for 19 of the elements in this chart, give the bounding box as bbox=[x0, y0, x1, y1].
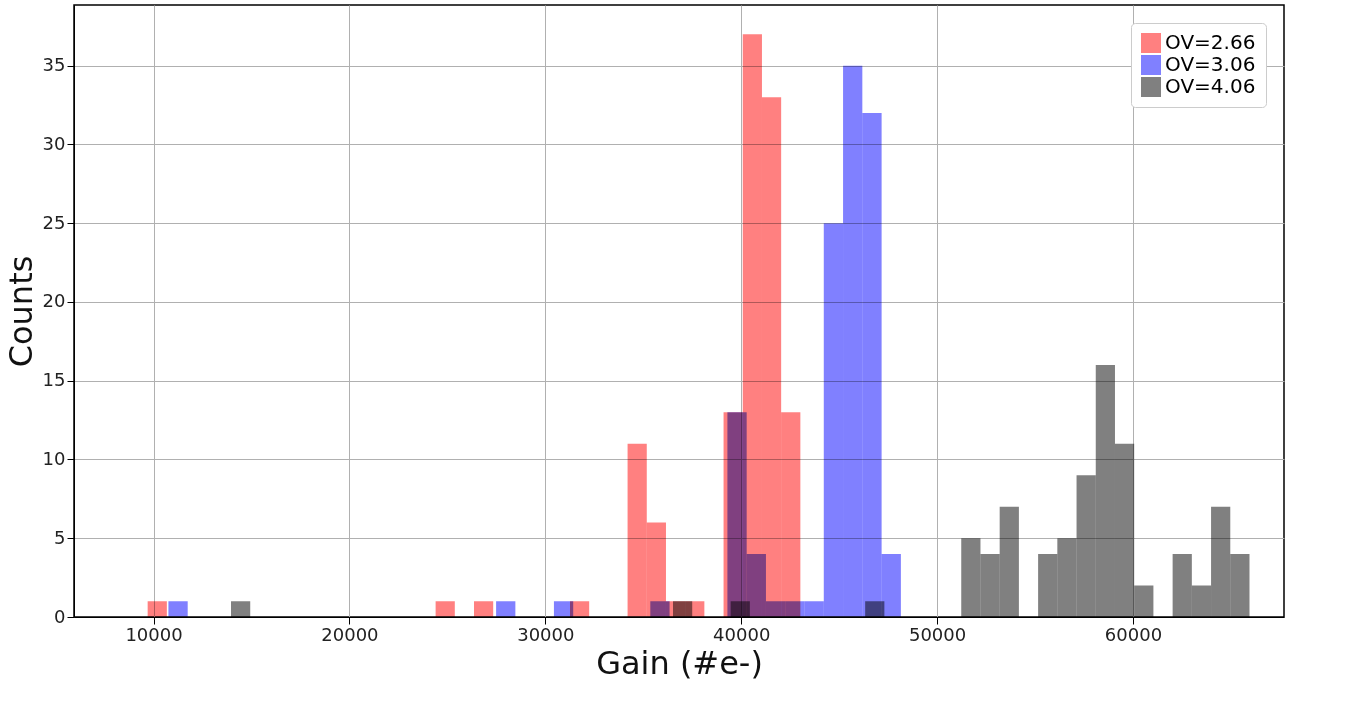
y-tick-label: 20 bbox=[42, 290, 66, 312]
y-tick-label: 35 bbox=[42, 54, 66, 76]
x-tick-label: 60000 bbox=[1104, 623, 1163, 645]
y-tick-label: 0 bbox=[54, 605, 66, 627]
y-tick-label: 30 bbox=[42, 132, 66, 154]
y-tick-label: 10 bbox=[42, 447, 66, 469]
legend-label: OV=3.06 bbox=[1165, 52, 1256, 76]
x-tick-label: 20000 bbox=[321, 623, 379, 645]
x-axis-title: Gain (#e-) bbox=[596, 643, 763, 682]
legend-label: OV=4.06 bbox=[1165, 74, 1256, 98]
x-tick-label: 30000 bbox=[517, 623, 575, 645]
x-tick-label: 10000 bbox=[125, 623, 183, 645]
y-tick-label: 15 bbox=[42, 369, 66, 391]
y-tick-label: 25 bbox=[42, 211, 66, 233]
x-tick-label: 50000 bbox=[908, 623, 967, 645]
y-tick-label: 5 bbox=[54, 526, 66, 548]
x-tick-label: 40000 bbox=[713, 623, 771, 645]
legend-label: OV=2.66 bbox=[1165, 30, 1256, 54]
y-axis-title: Counts bbox=[1, 255, 40, 368]
